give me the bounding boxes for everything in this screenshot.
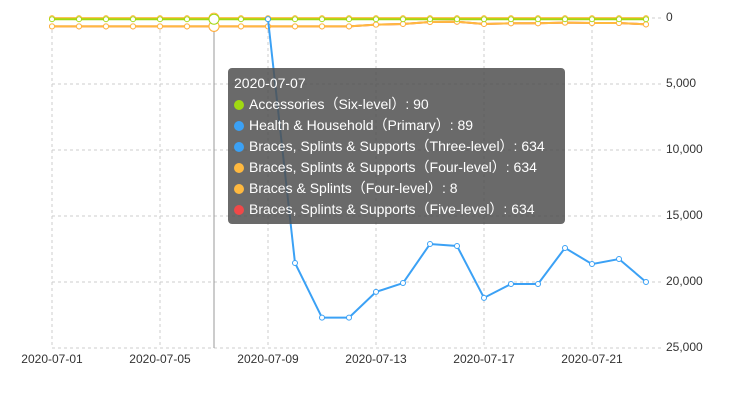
tooltip-title: 2020-07-07 bbox=[234, 75, 306, 91]
x-tick-label: 2020-07-05 bbox=[129, 352, 191, 366]
x-tick-label: 2020-07-21 bbox=[561, 352, 623, 366]
tooltip-row-label: Braces & Splints（Four-level）: 8 bbox=[249, 180, 458, 196]
tooltip-row: Braces, Splints & Supports（Three-level）:… bbox=[234, 136, 559, 157]
tooltip-row: Braces & Splints（Four-level）: 8 bbox=[234, 178, 559, 199]
y-tick-label: 25,000 bbox=[666, 340, 703, 354]
y-tick-label: 5,000 bbox=[666, 76, 697, 90]
series-dot-icon bbox=[234, 99, 244, 110]
tooltip-row: Braces, Splints & Supports（Five-level）: … bbox=[234, 199, 559, 220]
tooltip-row-label: Health & Household（Primary）: 89 bbox=[249, 117, 474, 133]
tooltip-row: Braces, Splints & Supports（Four-level）: … bbox=[234, 157, 559, 178]
tooltip-row: Accessories（Six-level）: 90 bbox=[234, 94, 559, 115]
x-tick-label: 2020-07-01 bbox=[21, 352, 83, 366]
y-tick-label: 20,000 bbox=[666, 274, 703, 288]
tooltip-row: Health & Household（Primary）: 89 bbox=[234, 115, 559, 136]
tooltip-row-label: Braces, Splints & Supports（Three-level）:… bbox=[249, 138, 545, 154]
series-dot-icon bbox=[234, 120, 244, 131]
x-tick-label: 2020-07-13 bbox=[345, 352, 407, 366]
chart-tooltip: 2020-07-07 Accessories（Six-level）: 90 He… bbox=[228, 68, 565, 224]
x-tick-label: 2020-07-17 bbox=[453, 352, 515, 366]
tooltip-row-label: Braces, Splints & Supports（Four-level）: … bbox=[249, 159, 537, 175]
series-dot-icon bbox=[234, 141, 244, 152]
y-tick-label: 10,000 bbox=[666, 142, 703, 156]
y-tick-label: 15,000 bbox=[666, 208, 703, 222]
series-dot-icon bbox=[234, 162, 244, 173]
tooltip-row-label: Accessories（Six-level）: 90 bbox=[249, 96, 429, 112]
series-dot-icon bbox=[234, 204, 244, 215]
y-tick-label: 0 bbox=[666, 10, 673, 24]
series-dot-icon bbox=[234, 183, 244, 194]
tooltip-row-label: Braces, Splints & Supports（Five-level）: … bbox=[249, 201, 535, 217]
x-tick-label: 2020-07-09 bbox=[237, 352, 299, 366]
